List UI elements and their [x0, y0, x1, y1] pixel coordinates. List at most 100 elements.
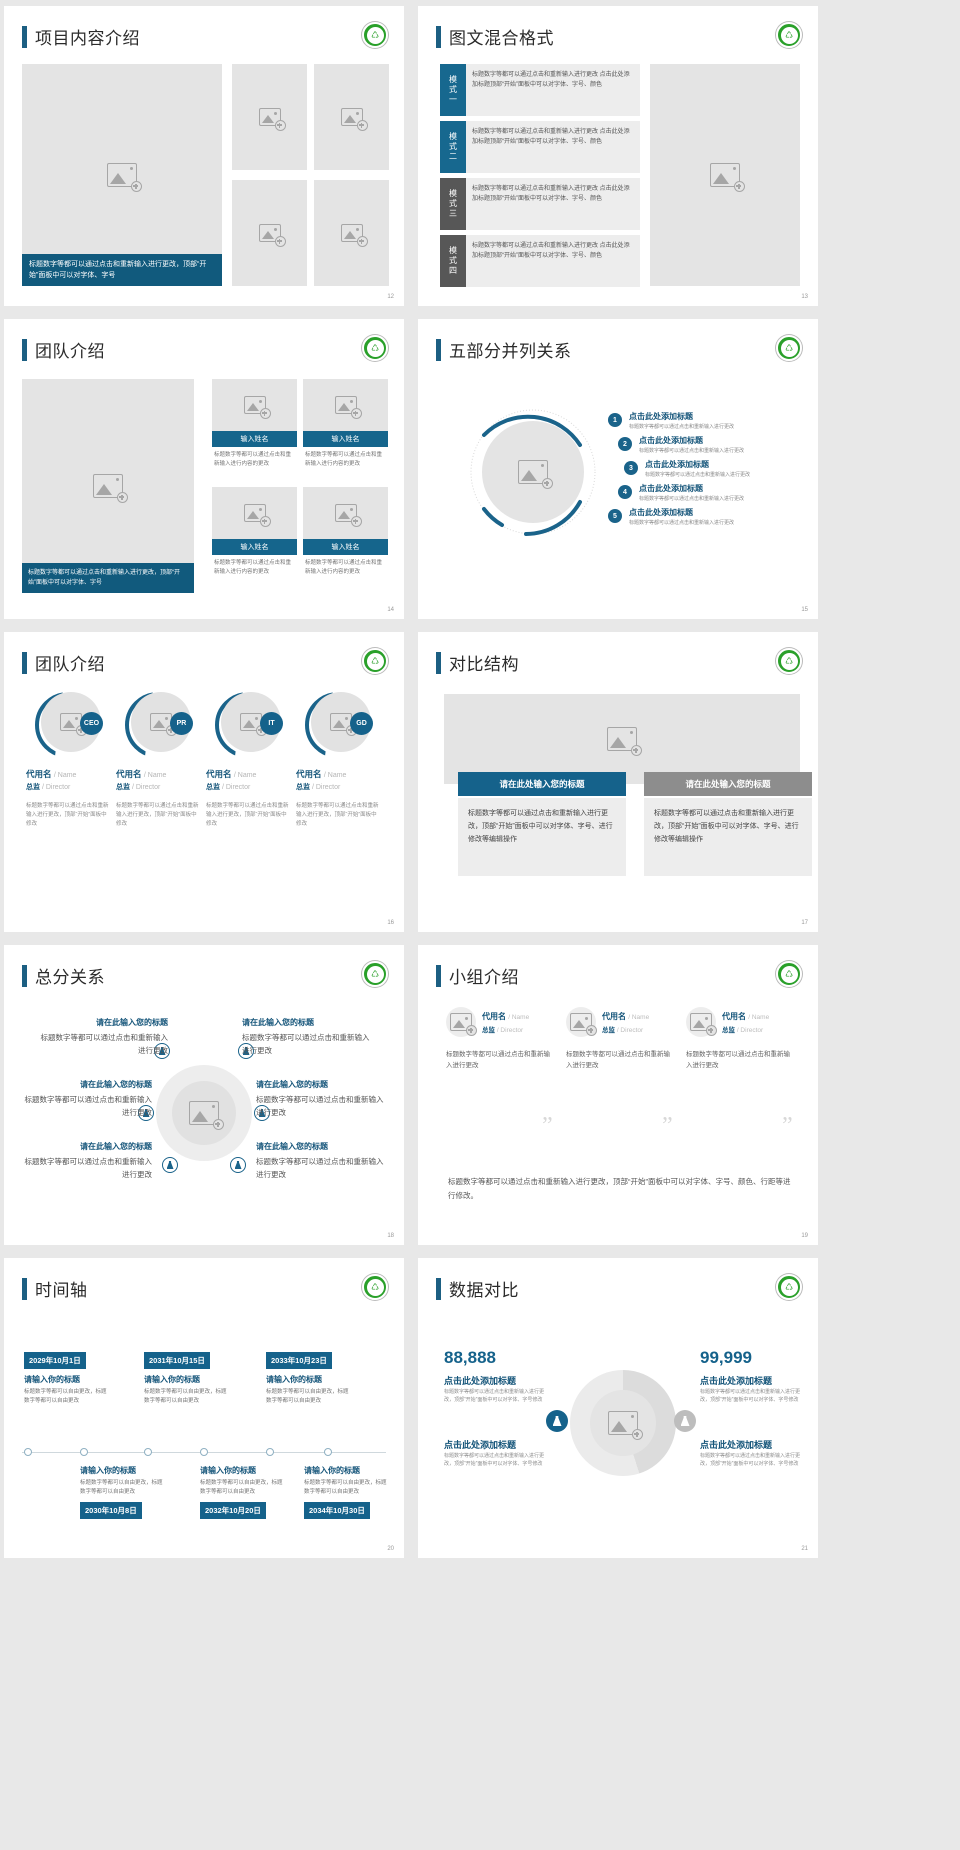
slide-20[interactable]: 时间轴 ♺ 2029年10月1日 请输入你的标题 标题数字等都可以自由更改，标题… — [4, 1258, 404, 1558]
team-member[interactable]: CEO 代用名 / Name 总监 / Director 标题数字等都可以通过点… — [26, 692, 110, 829]
team-member[interactable]: PR 代用名 / Name 总监 / Director 标题数字等都可以通过点击… — [116, 692, 200, 829]
right-marker-icon[interactable] — [674, 1410, 696, 1432]
item-desc: 标题数字等都可以通过点击和重新输入进行更改 — [645, 472, 751, 478]
slide-17[interactable]: 对比结构 ♺ 请在此处输入您的标题 标题数字等都可以通过点击和重新输入进行更改，… — [418, 632, 818, 932]
page-title: 团队介绍 — [35, 342, 105, 361]
timeline-card-bottom[interactable]: 请输入你的标题 标题数字等都可以自由更改，标题数字等都可以自由更改 2030年1… — [80, 1460, 166, 1519]
timeline-node[interactable] — [24, 1448, 32, 1456]
list-item[interactable]: 2 点击此处添加标题 标题数字等都可以通过点击和重新输入进行更改 — [618, 435, 808, 455]
main-image-placeholder[interactable] — [22, 64, 222, 286]
timeline-node[interactable] — [324, 1448, 332, 1456]
slide-12[interactable]: 项目内容介绍 ♺ 标题数字等都可以通过点击和重新输入进行更改，顶部“开始”面板中… — [4, 6, 404, 306]
slide-15[interactable]: 五部分并列关系 ♺ 1 点击此处添加标题 标题数字等都可以通过点击和重新输入进行… — [418, 319, 818, 619]
mode-row[interactable]: 模式二 标题数字等都可以通过点击和重新输入进行更改 点击此处添加标题顶部“开始”… — [440, 121, 640, 173]
timeline-title: 请输入你的标题 — [200, 1466, 256, 1475]
node-icon[interactable] — [154, 1043, 170, 1059]
member-photo-placeholder[interactable] — [686, 1007, 717, 1037]
mode-tag: 模式二 — [440, 121, 466, 173]
title-accent-bar — [22, 1277, 27, 1300]
timeline-node[interactable] — [200, 1448, 208, 1456]
center-image-placeholder[interactable] — [172, 1081, 236, 1145]
timeline-desc: 标题数字等都可以自由更改，标题数字等都可以自由更改 — [24, 1389, 107, 1404]
thumb-image-placeholder[interactable] — [314, 180, 389, 286]
mode-row[interactable]: 模式四 标题数字等都可以通过点击和重新输入进行更改 点击此处添加标题顶部“开始”… — [440, 235, 640, 287]
item-number: 2 — [618, 437, 632, 451]
node-icon[interactable] — [230, 1157, 246, 1173]
mode-row[interactable]: 模式三 标题数字等都可以通过点击和重新输入进行更改 点击此处添加标题顶部“开始”… — [440, 178, 640, 230]
slide-21[interactable]: 数据对比 ♺ 88,888 点击此处添加标题 标题数字等都可以通过点击和重新输入… — [418, 1258, 818, 1558]
recycle-green-logo-icon: ♺ — [362, 1274, 388, 1300]
list-item[interactable]: 1 点击此处添加标题 标题数字等都可以通过点击和重新输入进行更改 — [608, 411, 808, 431]
mode-row[interactable]: 模式一 标题数字等都可以通过点击和重新输入进行更改 点击此处添加标题顶部“开始”… — [440, 64, 640, 116]
center-image-placeholder[interactable] — [482, 421, 584, 523]
member-photo-placeholder[interactable] — [212, 487, 297, 539]
compare-header-right[interactable]: 请在此处输入您的标题 — [644, 772, 812, 796]
group-member[interactable]: 代用名 / Name 总监 / Director 标题数字等都可以通过点击和重新… — [686, 1007, 796, 1071]
slide-16[interactable]: 团队介绍 ♺ CEO 代用名 / Name 总监 / Director 标题数字… — [4, 632, 404, 932]
team-member[interactable]: GD 代用名 / Name 总监 / Director 标题数字等都可以通过点击… — [296, 692, 380, 829]
slide-19[interactable]: 小组介绍 ♺ 代用名 / Name 总监 / Director 标题数字等都可以… — [418, 945, 818, 1245]
slide-header: 总分关系 — [22, 963, 105, 988]
node-icon[interactable] — [138, 1105, 154, 1121]
group-member[interactable]: 代用名 / Name 总监 / Director 标题数字等都可以通过点击和重新… — [446, 1007, 556, 1071]
title-accent-bar — [436, 338, 441, 361]
member-card[interactable]: 输入姓名 标题数字等都可以通过点击和重新输入进行内容的更改 — [212, 487, 297, 577]
left-marker-icon[interactable] — [546, 1410, 568, 1432]
slide-13[interactable]: 图文混合格式 ♺ 模式一 标题数字等都可以通过点击和重新输入进行更改 点击此处添… — [418, 6, 818, 306]
member-photo-placeholder[interactable] — [303, 487, 388, 539]
item-desc: 标题数字等都可以通过点击和重新输入进行更改 — [639, 448, 745, 454]
node-icon[interactable] — [254, 1105, 270, 1121]
slide-14[interactable]: 团队介绍 ♺ 标题数字等都可以通过点击和重新输入进行更改，顶部“开始”面板中可以… — [4, 319, 404, 619]
group-member[interactable]: 代用名 / Name 总监 / Director 标题数字等都可以通过点击和重新… — [566, 1007, 676, 1071]
radial-arc-graphic — [470, 409, 596, 536]
title-accent-bar — [436, 1277, 441, 1300]
title-accent-bar — [22, 651, 27, 674]
item-number: 3 — [624, 461, 638, 475]
slide-header: 团队介绍 — [22, 650, 105, 675]
recycle-green-logo-icon: ♺ — [776, 961, 802, 987]
member-card[interactable]: 输入姓名 标题数字等都可以通过点击和重新输入进行内容的更改 — [212, 379, 297, 469]
recycle-green-logo-icon: ♺ — [362, 335, 388, 361]
timeline-node[interactable] — [266, 1448, 274, 1456]
item-title: 请在此输入您的标题 — [256, 1080, 328, 1089]
member-photo-placeholder[interactable] — [212, 379, 297, 431]
compare-header-left[interactable]: 请在此处输入您的标题 — [458, 772, 626, 796]
timeline-node[interactable] — [144, 1448, 152, 1456]
thumb-image-placeholder[interactable] — [232, 64, 307, 170]
timeline-desc: 标题数字等都可以自由更改，标题数字等都可以自由更改 — [200, 1480, 283, 1495]
list-item[interactable]: 3 点击此处添加标题 标题数字等都可以通过点击和重新输入进行更改 — [624, 459, 808, 479]
item-title: 点击此处添加标题 — [629, 508, 693, 517]
main-image-placeholder[interactable]: 标题数字等都可以通过点击和重新输入进行更改，顶部“开始”面板中可以对字体、字号 — [22, 379, 194, 593]
title-accent-bar — [436, 964, 441, 987]
item-desc: 标题数字等都可以通过点击和重新输入进行更改 — [629, 424, 735, 430]
timeline-card-top[interactable]: 2033年10月23日 请输入你的标题 标题数字等都可以自由更改，标题数字等都可… — [266, 1350, 352, 1406]
banner-image-placeholder[interactable] — [444, 694, 800, 784]
member-photo-placeholder[interactable] — [446, 1007, 477, 1037]
thumb-image-placeholder[interactable] — [232, 180, 307, 286]
node-icon[interactable] — [238, 1043, 254, 1059]
timeline-card-bottom[interactable]: 请输入你的标题 标题数字等都可以自由更改，标题数字等都可以自由更改 2032年1… — [200, 1460, 286, 1519]
timeline-card-bottom[interactable]: 请输入你的标题 标题数字等都可以自由更改，标题数字等都可以自由更改 2034年1… — [304, 1460, 390, 1519]
list-item[interactable]: 5 点击此处添加标题 标题数字等都可以通过点击和重新输入进行更改 — [608, 507, 808, 527]
timeline-card-top[interactable]: 2031年10月15日 请输入你的标题 标题数字等都可以自由更改，标题数字等都可… — [144, 1350, 230, 1406]
slide-18[interactable]: 总分关系 ♺ 请在此输入您的标题 标题数字等都可以通过点击和重新输入进行更改 请… — [4, 945, 404, 1245]
member-role: 总监 / Director — [26, 784, 71, 791]
member-photo-placeholder[interactable] — [566, 1007, 597, 1037]
team-member[interactable]: IT 代用名 / Name 总监 / Director 标题数字等都可以通过点击… — [206, 692, 290, 829]
timeline-node[interactable] — [80, 1448, 88, 1456]
side-image-placeholder[interactable] — [650, 64, 800, 286]
thumb-image-placeholder[interactable] — [314, 64, 389, 170]
title-accent-bar — [22, 338, 27, 361]
member-photo-placeholder[interactable] — [303, 379, 388, 431]
recycle-green-logo-icon: ♺ — [776, 335, 802, 361]
slide-grid: 项目内容介绍 ♺ 标题数字等都可以通过点击和重新输入进行更改，顶部“开始”面板中… — [4, 6, 818, 1558]
center-image-placeholder[interactable] — [590, 1390, 656, 1456]
list-item[interactable]: 4 点击此处添加标题 标题数字等都可以通过点击和重新输入进行更改 — [618, 483, 808, 503]
member-card[interactable]: 输入姓名 标题数字等都可以通过点击和重新输入进行内容的更改 — [303, 379, 388, 469]
title-accent-bar — [436, 25, 441, 48]
left-title-1: 点击此处添加标题 — [444, 1376, 517, 1386]
timeline-card-top[interactable]: 2029年10月1日 请输入你的标题 标题数字等都可以自由更改，标题数字等都可以… — [24, 1350, 110, 1406]
node-icon[interactable] — [162, 1157, 178, 1173]
item-desc: 标题数字等都可以通过点击和重新输入进行更改 — [24, 1095, 153, 1117]
member-card[interactable]: 输入姓名 标题数字等都可以通过点击和重新输入进行内容的更改 — [303, 487, 388, 577]
